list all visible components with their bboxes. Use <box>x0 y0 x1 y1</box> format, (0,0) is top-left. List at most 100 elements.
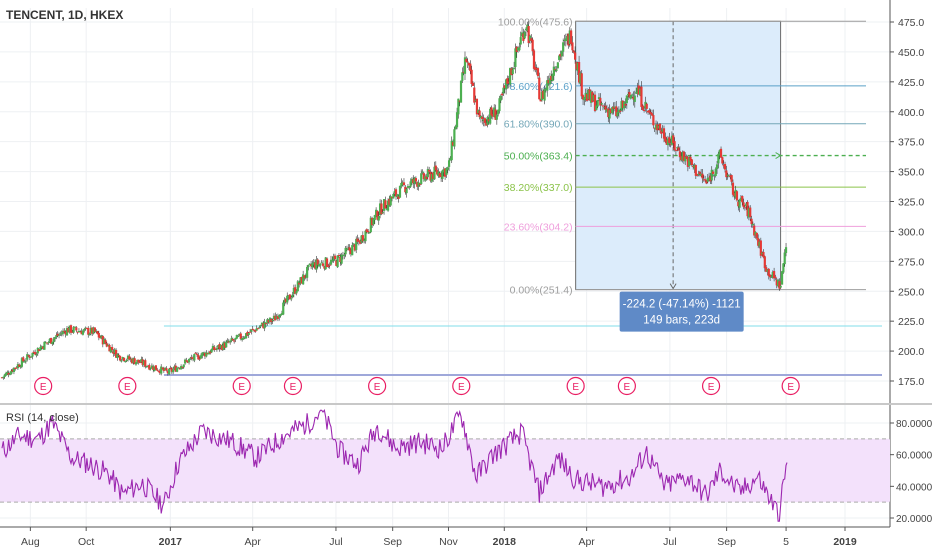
candle-body <box>784 247 788 254</box>
candle-body <box>2 376 5 378</box>
candle-body <box>122 357 126 362</box>
candle-body <box>81 330 85 335</box>
candle-body <box>469 63 472 72</box>
candle-body <box>340 254 343 264</box>
candle-body <box>783 252 786 265</box>
price-tick-label: 325.0 <box>898 197 924 209</box>
candle-body <box>690 159 693 166</box>
candle-body <box>495 114 498 120</box>
candle-body <box>351 245 354 256</box>
candle-body <box>608 110 611 119</box>
candle-body <box>268 317 272 323</box>
candle-body <box>234 337 237 340</box>
candle-body <box>355 238 358 250</box>
candle-body <box>757 238 760 246</box>
candle-body <box>580 73 583 97</box>
candle-body <box>478 110 481 118</box>
candle-body <box>422 173 425 180</box>
candle-body <box>621 100 624 108</box>
candle-body <box>524 28 528 31</box>
candle-body <box>440 175 443 177</box>
candle-body <box>124 361 127 363</box>
candle-body <box>433 166 436 180</box>
candle-body <box>624 104 627 106</box>
candle-body <box>729 175 732 177</box>
candle-body <box>71 331 74 333</box>
candles <box>0 20 788 380</box>
candle-body <box>388 198 391 205</box>
candle-body <box>250 329 253 332</box>
candle-body <box>168 368 171 375</box>
candle-body <box>593 94 597 111</box>
candle-body <box>390 196 394 199</box>
candle-body <box>782 263 785 273</box>
candle-body <box>55 335 58 338</box>
candle-body <box>664 136 667 142</box>
candle-body <box>169 367 172 369</box>
candle-body <box>689 156 692 162</box>
candle-body <box>344 247 347 255</box>
candle-body <box>221 345 224 350</box>
candle-body <box>190 357 193 359</box>
candle-body <box>380 203 383 215</box>
candle-body <box>550 75 553 81</box>
candle-body <box>209 351 212 354</box>
candle-body <box>441 170 444 179</box>
candle-body <box>335 260 338 266</box>
candle-body <box>583 97 586 101</box>
candle-body <box>14 368 17 370</box>
candle-body <box>665 139 668 145</box>
candle-body <box>360 235 363 243</box>
candle-body <box>489 108 492 124</box>
candle-body <box>775 279 778 286</box>
time-tick-label: Jul <box>329 536 342 548</box>
candle-body <box>243 337 246 339</box>
price-tick-label: 200.0 <box>898 346 924 358</box>
candle-body <box>247 332 250 335</box>
candle-body <box>239 333 242 339</box>
candle-body <box>372 218 375 225</box>
candle-body <box>166 371 169 374</box>
candle-body <box>759 240 762 256</box>
candle-body <box>584 92 587 100</box>
candle-body <box>609 108 613 114</box>
candle-body <box>129 358 132 360</box>
candle-body <box>363 239 366 241</box>
price-tick-label: 275.0 <box>898 256 924 268</box>
candle-body <box>84 327 87 329</box>
candle-body <box>408 186 411 188</box>
candle-body <box>555 69 558 71</box>
candle-body <box>164 367 167 371</box>
candle-body <box>117 354 120 356</box>
candle-body <box>483 118 486 123</box>
time-tick-label: Nov <box>439 536 458 548</box>
arrow-head-icon <box>669 283 677 290</box>
candle-body <box>42 346 45 349</box>
candle-body <box>174 365 177 372</box>
price-tick-label: 400.0 <box>898 107 924 119</box>
candle-body <box>186 360 189 363</box>
candle-body <box>255 328 258 331</box>
candle-body <box>325 258 329 268</box>
candle-body <box>198 358 201 360</box>
candle-body <box>378 203 382 216</box>
candle-body <box>299 277 302 284</box>
candle-body <box>394 189 398 197</box>
candle-body <box>508 68 512 85</box>
candle-body <box>77 330 81 332</box>
candle-body <box>195 353 199 355</box>
candle-body <box>12 367 16 373</box>
candle-body <box>87 327 90 335</box>
candle-body <box>292 287 295 294</box>
candle-body <box>755 232 758 239</box>
candle-body <box>574 52 577 60</box>
candle-body <box>522 33 525 41</box>
candle-body <box>619 110 622 112</box>
candle-body <box>670 135 674 145</box>
candle-body <box>567 33 570 46</box>
candle-body <box>612 106 615 109</box>
candle-body <box>295 291 298 294</box>
candle-body <box>741 196 744 203</box>
time-tick-label: Sep <box>383 536 402 548</box>
candle-body <box>672 135 675 144</box>
